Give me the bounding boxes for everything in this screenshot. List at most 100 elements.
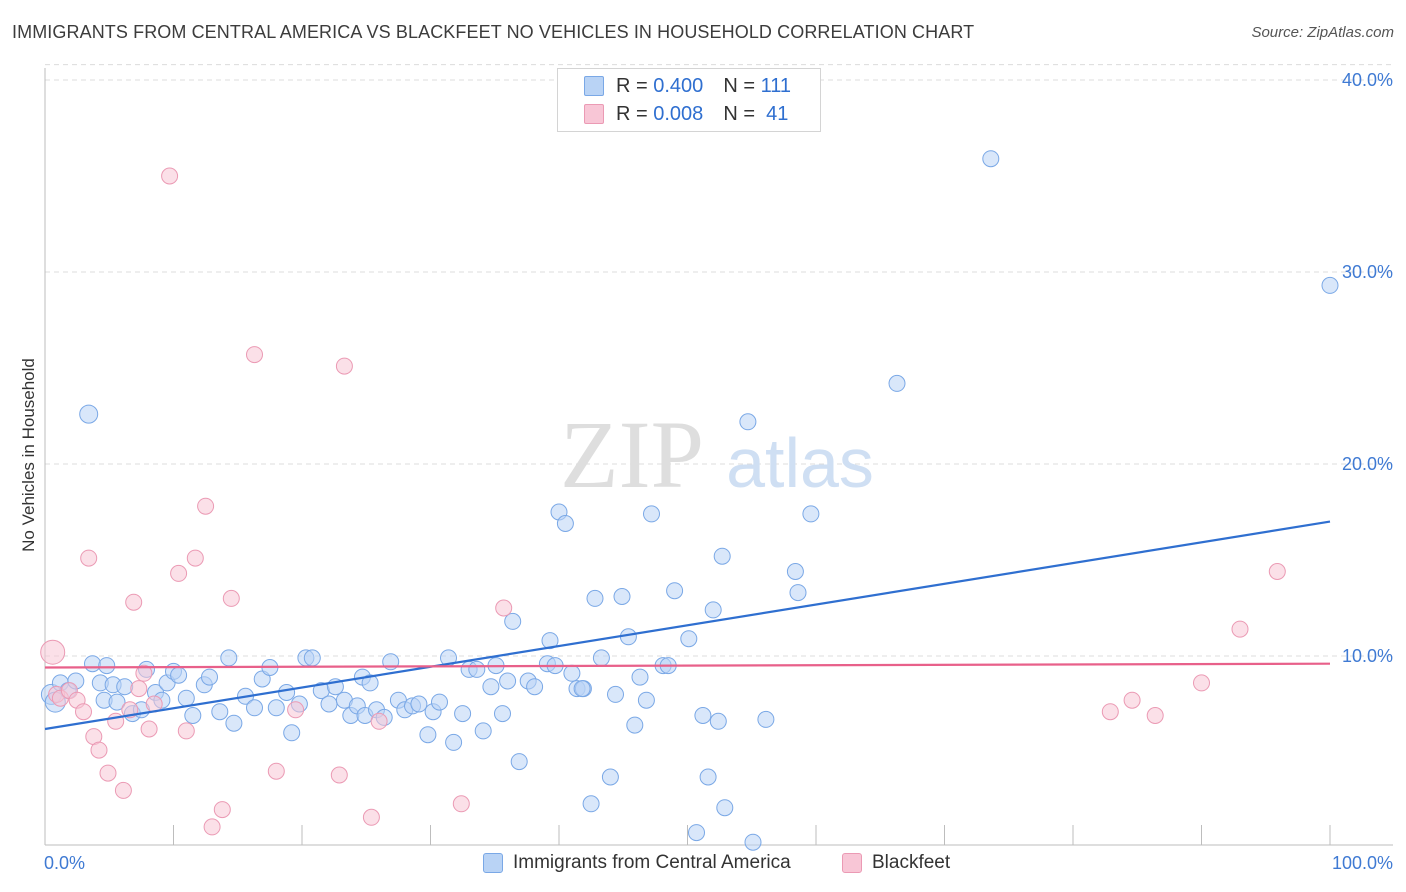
watermark-atlas: atlas — [726, 424, 874, 502]
data-point-blackfeet — [125, 593, 143, 611]
data-point-central-america — [499, 672, 517, 690]
data-point-central-america — [201, 668, 218, 686]
legend-label: Blackfeet — [872, 852, 951, 873]
data-point-blackfeet — [40, 639, 66, 665]
data-point-central-america — [573, 680, 591, 698]
data-point-blackfeet — [197, 497, 215, 515]
data-point-central-america — [431, 693, 448, 711]
legend-row-blackfeet: R = 0.008 N = 41 — [584, 102, 788, 126]
data-point-central-america — [1321, 276, 1339, 294]
data-point-blackfeet — [1193, 674, 1210, 692]
data-point-central-america — [613, 588, 631, 605]
data-point-central-america — [694, 707, 712, 724]
data-point-central-america — [582, 795, 600, 813]
data-point-blackfeet — [186, 549, 204, 567]
watermark-zip: ZIP — [560, 401, 704, 508]
data-point-central-america — [79, 404, 99, 424]
data-point-blackfeet — [161, 167, 179, 185]
legend-swatch-blue — [584, 76, 604, 96]
legend-r-value: 0.008 — [653, 102, 704, 125]
data-point-central-america — [246, 699, 263, 717]
data-point-central-america — [468, 660, 486, 678]
data-point-blackfeet — [170, 564, 188, 582]
data-point-central-america — [786, 563, 804, 580]
data-point-central-america — [225, 714, 243, 732]
data-point-blackfeet — [362, 808, 380, 826]
data-point-central-america — [184, 707, 202, 724]
data-point-blackfeet — [140, 720, 158, 738]
data-point-central-america — [666, 582, 684, 600]
data-point-central-america — [211, 703, 229, 721]
data-point-central-america — [626, 716, 644, 734]
data-point-central-america — [643, 505, 660, 523]
watermark: ZIP atlas — [560, 401, 874, 508]
data-point-blackfeet — [114, 781, 132, 799]
x-tick-label: 0.0% — [44, 853, 85, 873]
data-point-central-america — [688, 824, 705, 842]
data-point-blackfeet — [1101, 703, 1119, 721]
legend-n-value: 41 — [766, 102, 789, 125]
data-point-central-america — [410, 695, 428, 713]
data-point-central-america — [482, 678, 500, 696]
data-point-central-america — [704, 601, 722, 619]
data-point-central-america — [419, 726, 437, 744]
legend-n-label: N = — [723, 74, 755, 97]
data-point-blackfeet — [135, 664, 153, 682]
data-point-central-america — [563, 664, 581, 682]
data-point-central-america — [320, 695, 338, 713]
data-point-blackfeet — [1146, 707, 1164, 724]
data-point-blackfeet — [177, 722, 195, 740]
source-credit: Source: ZipAtlas.com — [1251, 24, 1394, 41]
data-point-central-america — [283, 724, 301, 742]
data-point-central-america — [739, 413, 757, 431]
data-point-central-america — [220, 649, 238, 667]
data-point-blackfeet — [99, 764, 117, 782]
legend-n-label: N = — [723, 102, 755, 125]
trendline-central-america — [44, 520, 1331, 731]
correlation-legend: R = 0.400 N = 111 R = 0.008 N = 41 — [557, 68, 821, 132]
data-point-central-america — [170, 666, 188, 684]
grid-layer — [45, 64, 1393, 657]
data-point-blackfeet — [80, 549, 98, 567]
legend-n-value: 111 — [760, 74, 791, 97]
data-point-central-america — [802, 505, 820, 523]
data-point-central-america — [504, 612, 522, 630]
data-point-central-america — [278, 684, 296, 701]
y-tick-label: 20.0% — [1342, 454, 1393, 474]
data-point-central-america — [680, 630, 698, 648]
legend-swatch-blue — [483, 853, 503, 873]
data-point-central-america — [177, 689, 195, 707]
data-point-central-america — [445, 733, 463, 751]
data-point-central-america — [592, 649, 610, 667]
data-point-blackfeet — [90, 741, 108, 759]
data-point-blackfeet — [203, 818, 221, 836]
legend-r-label: R = — [616, 102, 648, 125]
trendline-blackfeet — [44, 662, 1331, 669]
data-point-central-america — [709, 712, 727, 730]
data-point-blackfeet — [370, 712, 388, 730]
legend-swatch-pink — [584, 104, 604, 124]
data-point-central-america — [474, 722, 492, 740]
legend-item-blackfeet: Blackfeet — [842, 852, 950, 874]
legend-r-label: R = — [616, 74, 648, 97]
legend-label: Immigrants from Central America — [513, 852, 791, 873]
data-point-blackfeet — [213, 801, 231, 819]
data-point-central-america — [361, 674, 379, 692]
data-point-blackfeet — [330, 766, 348, 784]
data-point-central-america — [494, 705, 511, 723]
data-point-blackfeet — [1231, 620, 1249, 638]
data-point-central-america — [454, 705, 472, 723]
data-point-blackfeet — [246, 346, 263, 364]
data-point-blackfeet — [287, 701, 305, 719]
data-point-central-america — [713, 547, 731, 565]
y-axis-title: No Vehicles in Household — [19, 358, 38, 552]
data-point-blackfeet — [495, 599, 513, 617]
data-point-central-america — [586, 589, 604, 607]
data-point-central-america — [510, 753, 528, 771]
label-layer: 10.0% 20.0% 30.0% 40.0% 0.0% 100.0% — [44, 70, 1393, 873]
trend-layer — [44, 520, 1331, 731]
data-point-blackfeet — [75, 703, 92, 721]
data-point-central-america — [982, 150, 1000, 168]
legend-swatch-pink — [842, 853, 862, 873]
